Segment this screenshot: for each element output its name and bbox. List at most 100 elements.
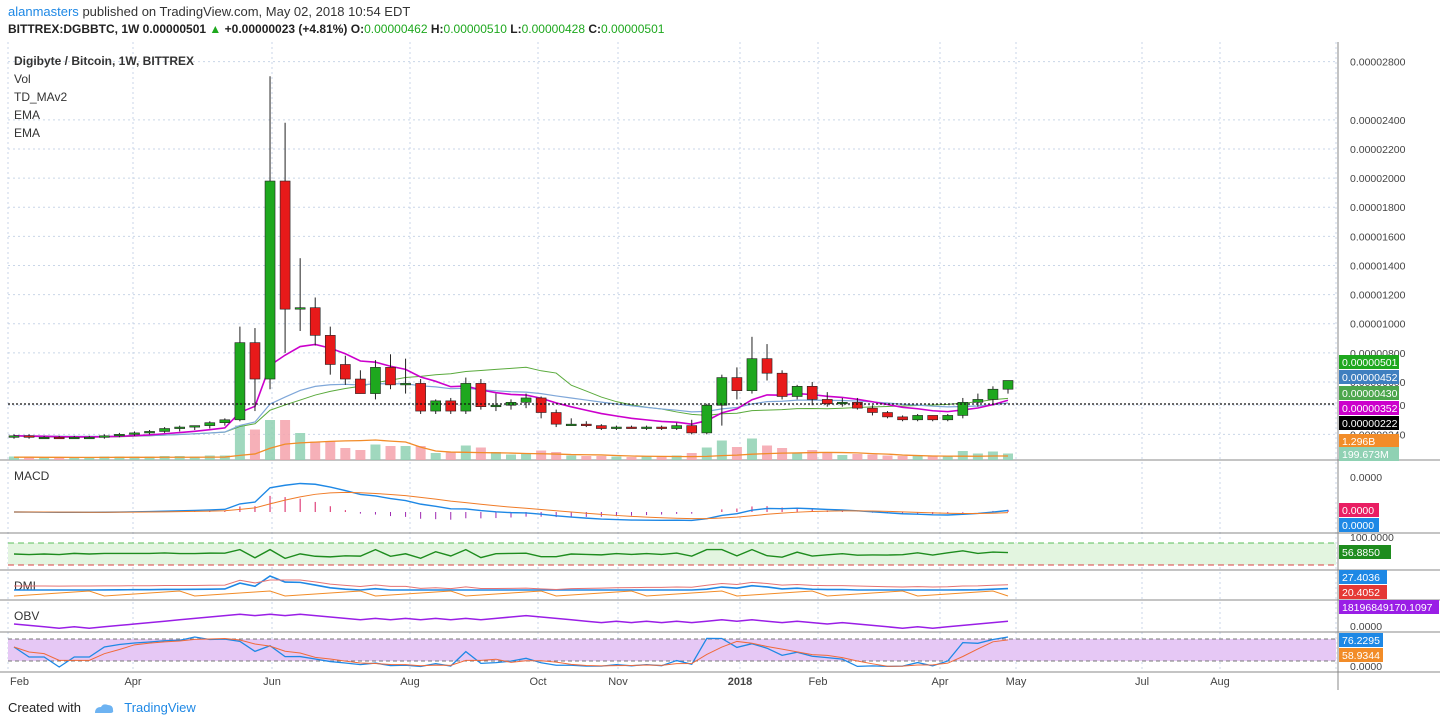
candle-body [641, 426, 652, 429]
volume-bar [957, 451, 968, 460]
dmi-label-text: 20.4052 [1342, 587, 1380, 599]
candle-body [957, 402, 969, 416]
obv-label-box [1339, 600, 1439, 614]
volume-bar [144, 456, 155, 460]
volume-bar [174, 456, 185, 460]
tradingview-brand-link[interactable]: TradingView [124, 700, 196, 715]
candle-body [505, 402, 517, 406]
volume-bar [852, 454, 863, 460]
candle-body [144, 431, 155, 434]
candle-body [821, 399, 833, 405]
volume-bar [882, 455, 893, 460]
candle-body [324, 335, 336, 365]
candle-body [415, 383, 426, 412]
stoch-label-box [1339, 648, 1383, 662]
volume-bar [521, 453, 532, 460]
volume-bar [9, 456, 19, 460]
y-tick-label: 0.00002000 [1350, 173, 1406, 185]
volume-bar [837, 455, 848, 460]
dmi-label-box [1339, 570, 1387, 584]
legend-ema-2: EMA [14, 126, 41, 140]
volume-bar [927, 456, 938, 460]
macd-label-text: 0.0000 [1342, 505, 1374, 517]
volume-bar [611, 456, 622, 460]
volume-bar [701, 447, 712, 460]
dmi-label-text: 27.4036 [1342, 572, 1380, 584]
candle-body [837, 402, 848, 405]
volume-bar [536, 450, 547, 460]
candle-body [8, 435, 20, 438]
candle-body [264, 180, 276, 380]
x-tick-label: Oct [529, 676, 546, 688]
candle-body [174, 426, 185, 429]
candle-body [219, 419, 231, 424]
volume-bar [807, 450, 818, 460]
candle-body [249, 342, 261, 380]
candle-body [279, 180, 291, 310]
price-label-box [1339, 370, 1399, 384]
volume-bar [792, 453, 803, 460]
volume-bar [129, 456, 140, 460]
y-tick-label: 0.00001800 [1350, 202, 1406, 214]
volume-bar [295, 433, 306, 460]
candle-body [987, 388, 999, 400]
x-tick-label: May [1006, 676, 1027, 688]
volume-bar [370, 444, 381, 460]
volume-bar [731, 447, 742, 460]
open-label: O: [350, 22, 365, 36]
price-label-text: 0.00000352 [1342, 403, 1398, 415]
low-label: L: [510, 22, 522, 36]
volume-bar [822, 453, 833, 460]
volume-bar [475, 447, 486, 460]
volume-bar [581, 456, 592, 460]
x-tick-label: Aug [1210, 676, 1230, 688]
y-tick-label: 0.00001200 [1350, 290, 1406, 302]
candle-body [671, 425, 682, 429]
volume-bar [777, 448, 788, 460]
volume-bar [626, 457, 637, 460]
candle-body [234, 342, 246, 421]
candle-body [53, 436, 65, 440]
author-link[interactable]: alanmasters [8, 4, 79, 19]
price-label-text: 0.00000222 [1342, 418, 1398, 430]
x-tick-label: Aug [400, 676, 420, 688]
candle-body [716, 377, 728, 406]
price-label-box [1339, 416, 1399, 430]
candle-body [565, 423, 577, 426]
chart-legend: Digibyte / Bitcoin, 1W, BITTREX Vol TD_M… [14, 52, 194, 142]
x-tick-label: Feb [809, 676, 828, 688]
price-label-box [1339, 355, 1399, 369]
symbol-bar: BITTREX:DGBBTC, 1W 0.00000501 ▲ +0.00000… [8, 22, 664, 36]
rsi-label-box [1339, 545, 1391, 559]
stoch-band [8, 639, 1336, 661]
candle-body [385, 367, 396, 386]
volume-bar [99, 456, 110, 460]
high-label: H: [430, 22, 444, 36]
price-label-text: 1.296B [1342, 436, 1375, 448]
volume-bar [54, 457, 65, 460]
panel-title-macd: MACD [14, 469, 50, 483]
legend-vol: Vol [14, 72, 31, 86]
candle-body [1002, 380, 1014, 390]
price-label-text: 0.00000452 [1342, 372, 1398, 384]
volume-bar [219, 455, 230, 460]
adx-line [13, 590, 1009, 597]
high-value: 0.00000510 [443, 22, 507, 36]
created-with-text: Created with [8, 700, 81, 715]
macd-signal-line [13, 491, 1009, 520]
y-tick-label: 0.00002200 [1350, 144, 1406, 156]
candle-body [550, 412, 562, 425]
price-label-text: 0.00000430 [1342, 388, 1398, 400]
candle-body [294, 307, 306, 310]
volume-bar [310, 441, 321, 460]
candle-body [355, 378, 366, 394]
volume-bar [430, 453, 441, 460]
x-tick-label: 2018 [728, 676, 752, 688]
candle-body [656, 426, 667, 429]
volume-bar [39, 457, 50, 460]
candle-body [490, 404, 502, 408]
volume-bar [24, 456, 35, 460]
candle-body [746, 358, 758, 391]
price-label-box [1339, 434, 1399, 448]
